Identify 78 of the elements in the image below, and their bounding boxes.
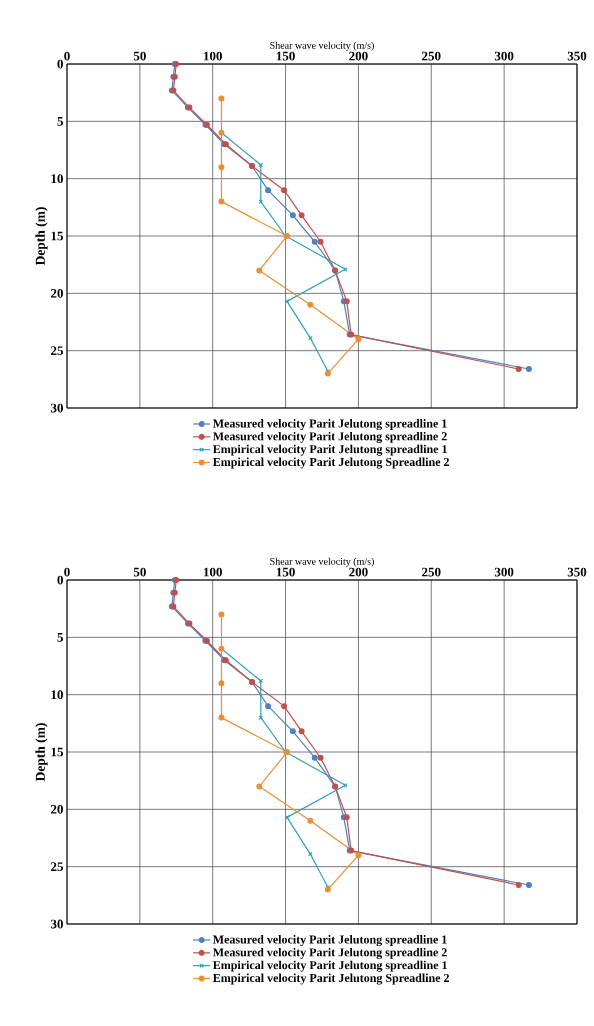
point	[298, 728, 305, 735]
x-tick-label: 300	[494, 567, 514, 577]
point	[317, 754, 324, 761]
legend-label: Measured velocity Parit Jelutong spreadline 2	[212, 947, 447, 959]
point	[218, 95, 225, 102]
point	[258, 678, 264, 684]
point	[218, 164, 225, 171]
point	[308, 851, 313, 857]
x-tick-label: 350	[567, 567, 587, 577]
point	[218, 680, 225, 687]
point	[284, 299, 290, 304]
x-axis-title: Shear wave velocity (m/s)	[270, 41, 374, 51]
y-tick-label: 0	[57, 59, 63, 69]
point	[311, 238, 318, 245]
point	[355, 852, 362, 859]
y-axis-title: Depth (m)	[35, 207, 48, 266]
point	[525, 366, 532, 373]
x-tick-label: 150	[276, 567, 295, 577]
point	[265, 187, 272, 194]
legend-label: Empirical velocity Parit Jelutong spreadline 1	[212, 960, 447, 972]
y-tick-label: 20	[51, 288, 63, 298]
point	[307, 301, 314, 308]
y-tick-label: 10	[51, 174, 63, 184]
y-tick-label: 30	[50, 919, 63, 929]
x-tick-label: 200	[349, 567, 368, 577]
point	[289, 728, 296, 735]
x-tick-label: 350	[567, 51, 587, 61]
legend-label: Measured velocity Parit Jelutong spreadline 1	[212, 419, 447, 431]
x-tick-label: 250	[422, 567, 441, 577]
y-axis-title: Depth (m)	[35, 723, 48, 782]
x-tick-label: 50	[133, 567, 146, 577]
y-tick-label: 25	[51, 862, 63, 872]
y-tick-label: 15	[51, 231, 63, 241]
x-axis-title: Shear wave velocity (m/s)	[270, 557, 374, 567]
point	[515, 882, 522, 889]
point	[265, 703, 272, 710]
point	[218, 714, 225, 721]
x-tick-label: 0	[64, 51, 70, 61]
x-tick-label: 300	[494, 51, 514, 61]
point	[515, 366, 522, 373]
point	[298, 212, 305, 219]
point	[281, 187, 288, 194]
y-tick-label: 30	[50, 403, 63, 413]
legend-label: Measured velocity Parit Jelutong spreadline 2	[212, 431, 447, 443]
y-tick-label: 15	[51, 747, 63, 757]
y-tick-label: 10	[51, 690, 63, 700]
x-tick-label: 150	[276, 51, 295, 61]
point	[281, 703, 288, 710]
y-tick-label: 5	[57, 117, 63, 126]
legend-label: Empirical velocity Parit Jelutong Spreadline 2	[212, 457, 450, 469]
point	[256, 267, 263, 274]
x-tick-label: 250	[422, 51, 441, 61]
point	[307, 817, 314, 824]
x-tick-label: 200	[349, 51, 368, 61]
point	[218, 611, 225, 618]
x-tick-label: 50	[133, 51, 146, 61]
y-tick-label: 20	[51, 804, 63, 814]
point	[218, 198, 225, 205]
point	[258, 162, 264, 168]
point	[289, 212, 296, 219]
point	[525, 882, 532, 889]
x-tick-label: 0	[64, 567, 70, 577]
point	[355, 336, 362, 343]
y-tick-label: 5	[57, 633, 63, 642]
y-tick-label: 0	[57, 575, 63, 585]
point	[258, 199, 264, 204]
x-tick-label: 100	[204, 567, 222, 577]
legend-label: Empirical velocity Parit Jelutong Spreadline 2	[212, 973, 450, 985]
y-tick-label: 25	[51, 346, 63, 356]
point	[311, 754, 318, 761]
point	[258, 715, 264, 720]
point	[308, 335, 313, 341]
legend-label: Empirical velocity Parit Jelutong spreadline 1	[212, 444, 447, 456]
legend-label: Measured velocity Parit Jelutong spreadline 1	[212, 935, 447, 947]
point	[284, 815, 290, 820]
point	[317, 238, 324, 245]
x-tick-label: 100	[204, 51, 222, 61]
point	[256, 783, 263, 790]
